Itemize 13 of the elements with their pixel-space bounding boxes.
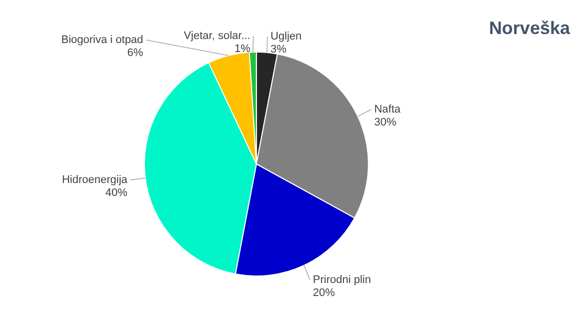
slice-label: Ugljen bbox=[270, 30, 302, 43]
slice-label: Hidroenergija bbox=[62, 174, 128, 186]
data-label: 3% bbox=[270, 44, 287, 56]
slice-label: Biogoriva i otpad bbox=[61, 34, 144, 46]
data-label: 40% bbox=[105, 187, 128, 200]
slice-label: Nafta bbox=[374, 104, 402, 116]
data-label: 1% bbox=[234, 43, 251, 56]
data-label: 30% bbox=[374, 116, 396, 128]
slice-label: Prirodni plin bbox=[312, 274, 371, 286]
data-label: 20% bbox=[312, 286, 336, 299]
data-label: 6% bbox=[127, 47, 144, 60]
text: Norveška bbox=[488, 18, 571, 38]
slice-label: Vjetar, solar... bbox=[184, 30, 250, 42]
